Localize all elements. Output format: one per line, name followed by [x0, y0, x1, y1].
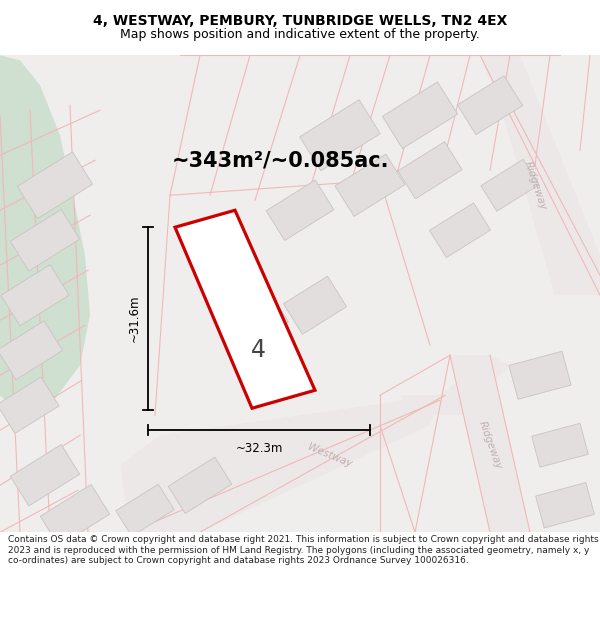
- Polygon shape: [175, 210, 315, 408]
- Bar: [10, 209, 80, 271]
- Text: Westway: Westway: [307, 441, 353, 469]
- Text: Ridgeway: Ridgeway: [523, 159, 548, 211]
- Text: ~32.3m: ~32.3m: [235, 442, 283, 455]
- Bar: [481, 159, 539, 211]
- Bar: [398, 142, 462, 199]
- Bar: [509, 351, 571, 399]
- Bar: [221, 289, 289, 351]
- Bar: [266, 180, 334, 241]
- Bar: [10, 444, 80, 506]
- Bar: [300, 100, 380, 171]
- Text: ~343m²/~0.085ac.: ~343m²/~0.085ac.: [171, 150, 389, 170]
- Bar: [283, 276, 347, 334]
- Bar: [17, 152, 92, 219]
- Bar: [116, 484, 174, 536]
- Bar: [532, 423, 588, 467]
- Text: 4, WESTWAY, PEMBURY, TUNBRIDGE WELLS, TN2 4EX: 4, WESTWAY, PEMBURY, TUNBRIDGE WELLS, TN…: [93, 14, 507, 28]
- Bar: [168, 457, 232, 513]
- Text: ~31.6m: ~31.6m: [128, 295, 141, 343]
- Bar: [1, 264, 69, 326]
- Polygon shape: [450, 355, 530, 532]
- Bar: [0, 321, 62, 379]
- Text: Ridgeway: Ridgeway: [476, 420, 503, 471]
- Bar: [536, 482, 595, 528]
- Bar: [335, 154, 405, 216]
- Polygon shape: [400, 355, 510, 415]
- Bar: [430, 203, 491, 258]
- Bar: [382, 82, 458, 149]
- Bar: [0, 377, 59, 434]
- Bar: [457, 76, 523, 134]
- Polygon shape: [120, 395, 440, 532]
- Text: Map shows position and indicative extent of the property.: Map shows position and indicative extent…: [120, 28, 480, 41]
- Polygon shape: [0, 55, 90, 415]
- Bar: [239, 347, 301, 403]
- Polygon shape: [480, 55, 600, 295]
- Text: 4: 4: [251, 338, 265, 362]
- Bar: [40, 484, 110, 546]
- Text: Contains OS data © Crown copyright and database right 2021. This information is : Contains OS data © Crown copyright and d…: [8, 535, 598, 565]
